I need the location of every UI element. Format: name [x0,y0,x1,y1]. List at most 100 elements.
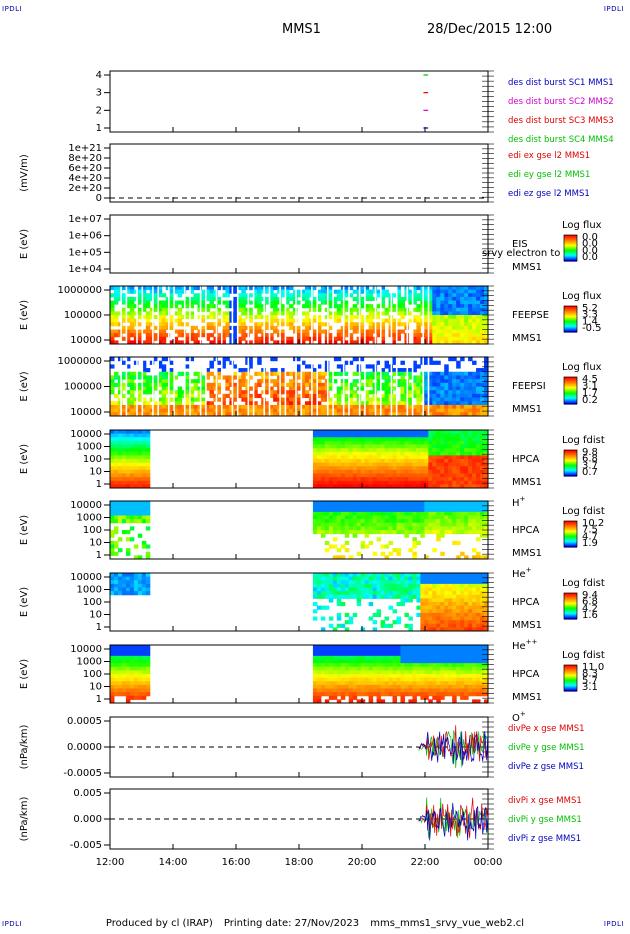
colorbar-swatch [564,306,577,308]
colorbar-swatch [564,683,577,686]
x-tick-label: 00:00 [474,857,503,868]
colorbar-value: 0.2 [582,395,598,406]
colorbar-swatch [564,384,577,387]
colorbar-swatch [564,473,577,476]
colorbar-swatch [564,399,577,402]
colorbar-swatch [564,313,577,316]
panel-frame [109,214,489,274]
colorbar-value: 3.3 [582,310,598,321]
corner-label-bottom-left: IPDLI [2,920,23,928]
colorbar-swatch [564,400,577,403]
colorbar-value: 4.5 [582,374,598,385]
colorbar-swatch [564,535,577,537]
panel-side-label: EIS [512,239,528,250]
colorbar-swatch [564,610,577,613]
colorbar-swatch [564,470,577,473]
colorbar-swatch [564,676,577,679]
y-tick-label: 10000 [70,429,102,440]
colorbar-swatch [564,607,577,609]
colorbar-frame [563,234,578,262]
y-tick-label: 4e+20 [68,173,102,184]
colorbar-frame [563,449,578,477]
colorbar-swatch [564,326,577,329]
y-tick-label: 0.000 [73,814,102,825]
colorbar-swatch [564,524,577,526]
corner-label-top-left: IPDLI [2,5,23,13]
panel-frame [109,70,489,133]
colorbar-swatch [564,614,577,617]
colorbar-swatch [564,396,577,398]
colorbar-swatch [564,392,577,395]
colorbar-swatch [564,309,577,311]
colorbar-swatch [564,236,577,238]
y-tick-label: 100 [83,525,102,536]
colorbar-swatch [564,329,577,332]
colorbar-swatch [564,688,577,691]
colorbar-swatch [564,387,577,389]
colorbar-swatch [564,391,577,394]
colorbar-swatch [564,527,577,530]
colorbar-swatch [564,243,577,246]
y-tick-label: 10000 [70,644,102,655]
y-tick-label: 10 [89,467,102,478]
colorbar-swatch [564,609,577,611]
colorbar-swatch [564,471,577,474]
colorbar-swatch [564,457,577,460]
panel-side-label: MMS1 [512,692,542,703]
panel-side-label: MMS1 [512,333,542,344]
spectrogram [110,573,489,632]
colorbar-swatch [564,401,577,404]
colorbar-swatch [564,538,577,541]
colorbar-swatch [564,666,577,668]
colorbar-swatch [564,686,577,689]
colorbar-value: 1.6 [582,610,598,621]
colorbar-swatch [564,668,577,670]
colorbar-value: 3.7 [582,460,598,471]
y-tick-label: 1000 [77,442,102,453]
colorbar-swatch [564,377,577,379]
legend-entry: divPe y gse MMS1 [508,743,585,753]
y-tick-label: 1e+06 [68,231,102,242]
colorbar-swatch [564,665,577,667]
colorbar-swatch [564,380,577,383]
colorbar-value: 3.1 [582,381,598,392]
y-tick-label: 1e+21 [68,143,102,154]
colorbar-swatch [564,390,577,393]
colorbar-swatch [564,612,577,615]
colorbar-frame [563,664,578,692]
colorbar-swatch [564,670,577,673]
colorbar-title: Log flux [562,220,602,231]
colorbar-swatch [564,308,577,310]
panel-side-label: HPCA [512,669,540,680]
footer: Produced by cl (IRAP) Printing date: 27/… [0,918,630,929]
y-tick-label: 1000 [77,585,102,596]
colorbar-swatch [564,244,577,247]
colorbar-swatch [564,460,577,463]
colorbar-swatch [564,248,577,250]
panel-side-label: He+ [512,566,532,580]
colorbar-value: 7.5 [582,525,598,536]
colorbar-swatch [564,241,577,244]
legend-entry: divPe z gse MMS1 [508,762,584,772]
legend-entry: divPe x gse MMS1 [508,724,585,734]
colorbar-swatch [564,450,577,452]
colorbar-swatch [564,321,577,323]
spectrogram [110,645,489,704]
legend-entry: des dist burst SC4 MMS4 [508,135,614,145]
colorbar-swatch [564,240,577,243]
y-tick-label: 100000 [64,382,102,393]
colorbar-swatch [564,381,577,384]
y-tick-label: 100 [83,454,102,465]
colorbar-swatch [564,680,577,682]
colorbar-value: 0.0 [582,239,598,250]
colorbar-swatch [564,466,577,468]
colorbar-value: 5.2 [582,303,598,314]
spectrogram [110,430,489,489]
y-tick-label: 0.0000 [67,742,102,753]
colorbar-swatch [564,451,577,453]
colorbar-swatch [564,239,577,242]
colorbar-swatch [564,472,577,475]
y-tick-label: 6e+20 [68,163,102,174]
colorbar-swatch [564,251,577,253]
colorbar-swatch [564,536,577,538]
